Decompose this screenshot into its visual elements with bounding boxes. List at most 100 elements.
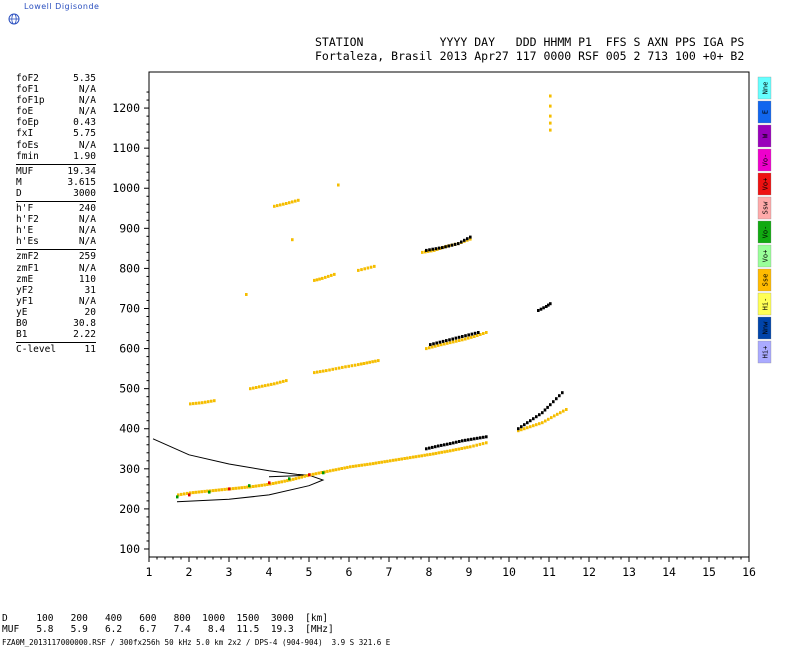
echo-point <box>549 403 552 407</box>
echo-point <box>279 203 282 207</box>
echo-point <box>417 454 421 458</box>
param-row: h'Es N/A <box>16 236 96 247</box>
param-label: foE <box>16 106 34 118</box>
echo-point <box>285 379 288 383</box>
echo-point <box>425 347 428 351</box>
distance-row: D 100 200 400 600 800 1000 1500 3000 [km… <box>2 613 329 624</box>
param-value: N/A <box>78 139 96 151</box>
echo-point <box>545 305 548 308</box>
echo-point <box>331 468 335 472</box>
param-label: B0 <box>16 317 28 329</box>
echo-point <box>313 278 316 282</box>
echo-point <box>420 454 423 458</box>
echo-point <box>297 476 301 480</box>
echo-point <box>434 247 438 251</box>
echo-point <box>476 334 479 337</box>
param-row: yF2 31 <box>16 285 96 296</box>
param-row: h'F2 N/A <box>16 214 96 225</box>
echo-point <box>440 343 443 347</box>
echo-point <box>541 421 544 425</box>
param-value: 3.615 <box>67 176 96 188</box>
echo-point <box>463 238 466 242</box>
echo-point <box>467 438 470 442</box>
param-value: N/A <box>78 84 96 96</box>
echo-point <box>313 371 316 375</box>
echo-point <box>386 459 389 463</box>
echo-point <box>223 487 226 491</box>
status-color-label: E <box>762 110 770 114</box>
echo-point <box>556 412 559 416</box>
param-label: MUF <box>16 165 34 177</box>
echo-point <box>482 332 485 335</box>
status-color-label: Ssw <box>762 201 770 214</box>
echo-point <box>252 386 255 390</box>
echo-point <box>315 278 319 282</box>
param-label: yE <box>16 306 28 318</box>
echo-point <box>529 425 532 429</box>
echo-point <box>294 199 297 203</box>
echo-point <box>543 408 547 412</box>
echo-point <box>458 339 461 342</box>
echo-point <box>460 240 463 244</box>
param-label: zmF2 <box>16 251 39 263</box>
echo-point <box>549 94 552 98</box>
x-tick-label: 13 <box>622 565 636 579</box>
echo-point <box>445 339 448 343</box>
echo-point <box>280 480 283 484</box>
param-row: M 3.615 <box>16 177 96 188</box>
param-row: foF1p N/A <box>16 95 96 106</box>
model-curve-lower <box>176 474 325 503</box>
echo-point <box>365 361 369 365</box>
echo-point <box>469 235 472 239</box>
echo-point <box>478 442 482 446</box>
param-label: h'F <box>16 203 34 215</box>
echo-point <box>368 360 371 364</box>
echo-point <box>453 242 457 246</box>
echo-point <box>432 342 435 346</box>
echo-point <box>561 391 564 395</box>
echo-point <box>204 400 207 404</box>
echo-point <box>461 338 464 342</box>
param-value: N/A <box>78 225 96 237</box>
param-row: B1 2.22 <box>16 329 96 340</box>
echo-point <box>458 440 461 443</box>
echo-point <box>428 346 431 350</box>
echo-point <box>457 447 461 451</box>
param-label: foEs <box>16 139 39 151</box>
param-separator <box>16 201 96 203</box>
echo-point <box>363 463 366 467</box>
echo-point <box>320 471 323 474</box>
file-info-line: FZA0M_2013117000000.RSF / 300fx256h 50 k… <box>2 638 391 647</box>
echo-point <box>517 429 520 433</box>
status-color-cell <box>757 292 772 316</box>
echo-point <box>532 417 535 421</box>
echo-point <box>240 486 243 490</box>
echo-point <box>469 445 472 449</box>
echo-point <box>180 492 183 496</box>
status-color-label: Nne <box>762 82 770 95</box>
echo-point <box>449 449 452 453</box>
echo-point <box>226 487 229 491</box>
param-row: C-level 11 <box>16 344 96 355</box>
echo-point <box>457 242 460 246</box>
echo-point <box>324 275 327 279</box>
echo-point <box>427 249 430 253</box>
echo-point <box>485 441 488 445</box>
echo-point <box>245 293 248 296</box>
echo-point <box>438 340 442 344</box>
o-trace-point <box>322 471 325 475</box>
echo-point <box>455 440 458 444</box>
x-tick-label: 12 <box>582 565 596 579</box>
echo-point <box>550 416 553 420</box>
echo-point <box>369 265 373 269</box>
echo-point <box>479 333 482 336</box>
y-tick-label: 200 <box>119 502 140 516</box>
echo-point <box>546 405 549 409</box>
param-separator <box>16 342 96 344</box>
o-trace-point <box>188 493 191 497</box>
param-row: foF1 N/A <box>16 84 96 95</box>
echo-point <box>423 453 426 457</box>
status-color-cell <box>757 76 772 100</box>
x-tick-label: 9 <box>466 565 473 579</box>
